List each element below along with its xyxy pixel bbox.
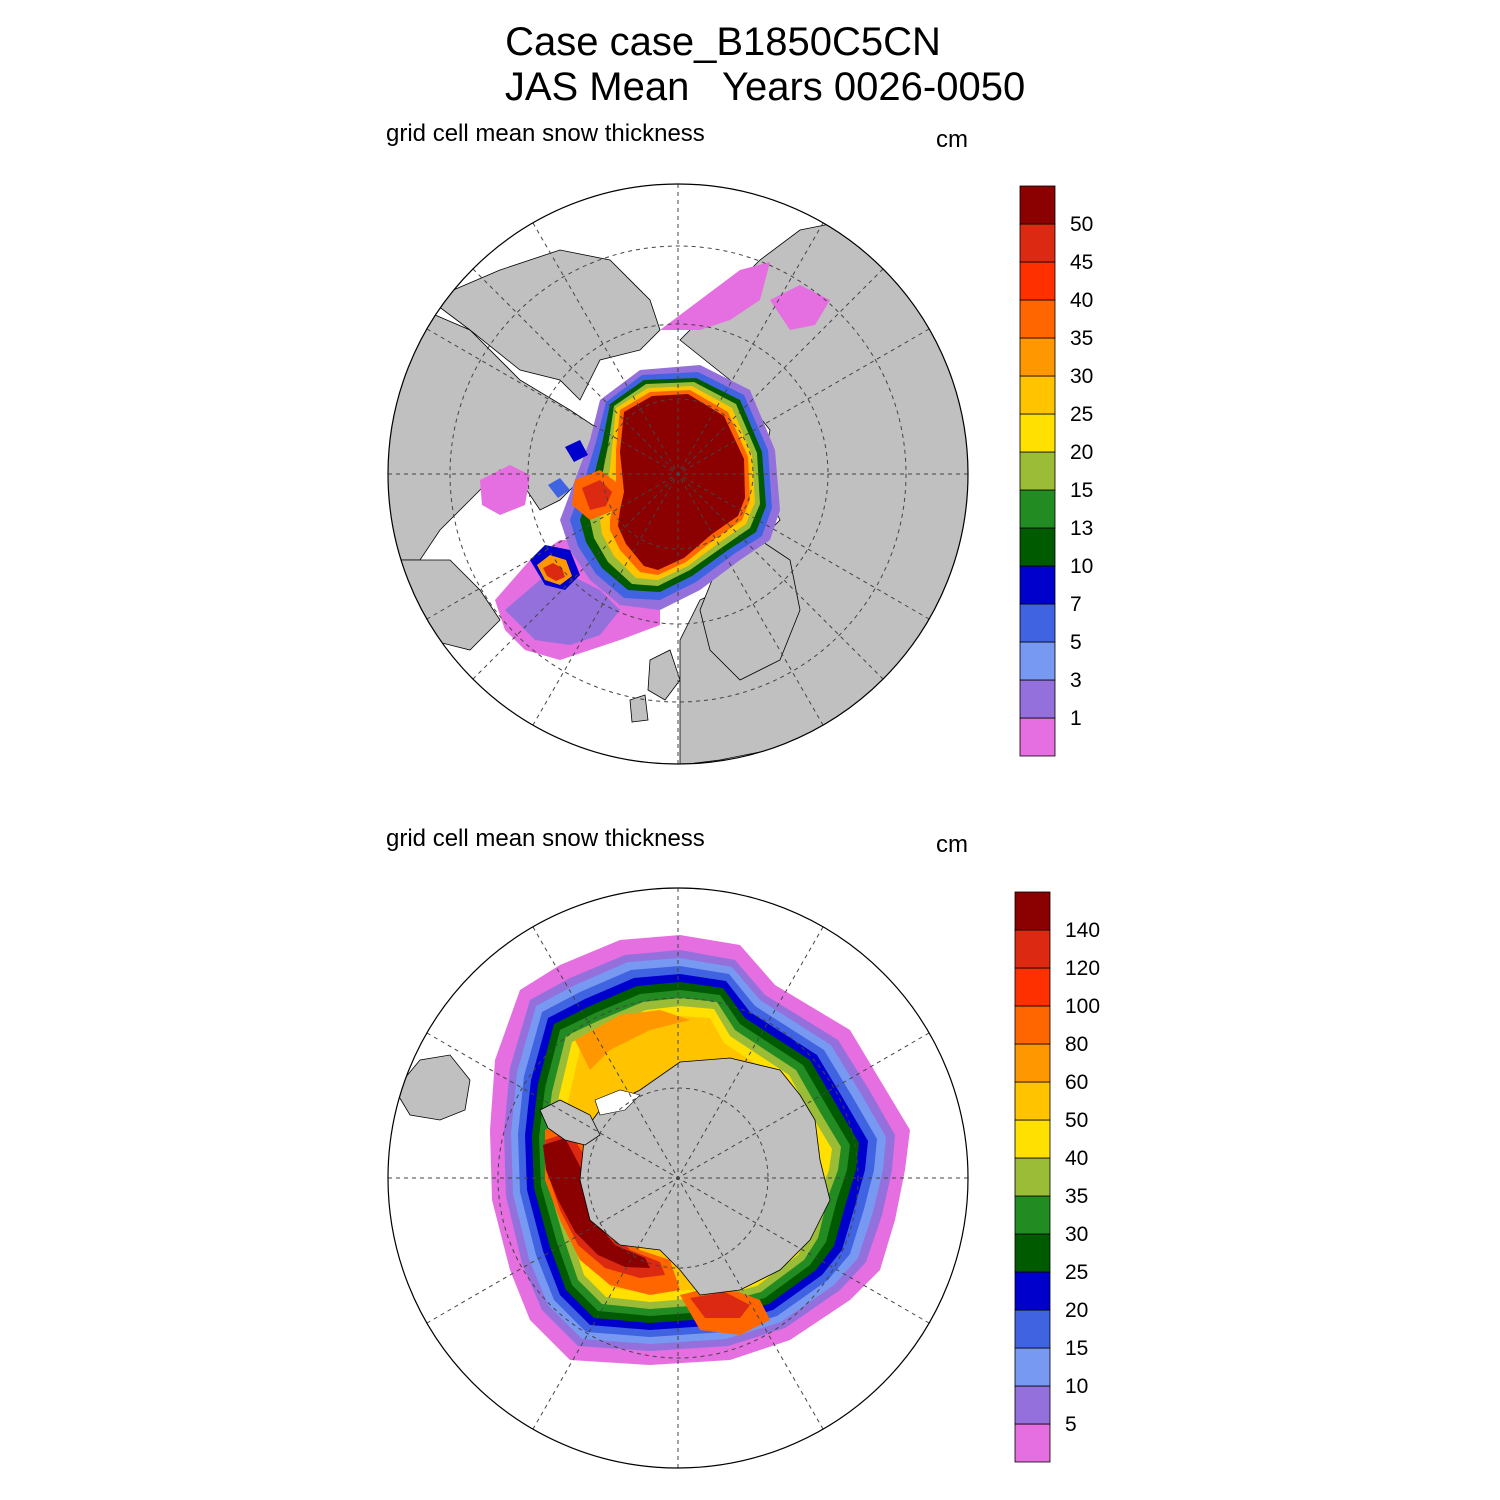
south-polar-map: [387, 887, 969, 1469]
south-colorbar-box-2: [1014, 1347, 1051, 1387]
north-land: [388, 219, 968, 764]
north-colorbar-box-9: [1019, 375, 1056, 415]
north-colorbar-box-10: [1019, 337, 1056, 377]
north-colorbar-box-2: [1019, 641, 1056, 681]
south-colorbar-box-14: [1014, 891, 1051, 931]
north-panel-label: grid cell mean snow thickness: [386, 120, 705, 147]
south-colorbar-box-10: [1014, 1043, 1051, 1083]
north-colorbar-label: 45: [1070, 251, 1093, 274]
north-colorbar-label: 30: [1070, 365, 1093, 388]
north-colorbar-label: 1: [1070, 707, 1082, 730]
south-colorbar-label: 5: [1065, 1413, 1077, 1436]
south-colorbar-box-3: [1014, 1309, 1051, 1349]
south-colorbar-label: 80: [1065, 1033, 1088, 1056]
south-panel-units: cm: [936, 831, 968, 858]
south-colorbar-box-12: [1014, 967, 1051, 1007]
figure-title-line-2: JAS Mean Years 0026-0050: [504, 65, 1026, 109]
north-colorbar-label: 40: [1070, 289, 1093, 312]
south-colorbar-label: 30: [1065, 1223, 1088, 1246]
north-colorbar-label: 13: [1070, 517, 1093, 540]
south-colorbar-label: 60: [1065, 1071, 1088, 1094]
south-colorbar-label: 20: [1065, 1299, 1088, 1322]
north-colorbar-box-13: [1019, 223, 1056, 263]
south-colorbar-label: 40: [1065, 1147, 1088, 1170]
north-colorbar-box-12: [1019, 261, 1056, 301]
south-colorbar-box-0: [1014, 1423, 1051, 1463]
north-graticule: [388, 184, 968, 764]
north-colorbar-box-7: [1019, 451, 1056, 491]
south-colorbar-label: 15: [1065, 1337, 1088, 1360]
south-colorbar: 5 10 15 20 25 30 35 40 50 60 80 100 120 140: [1014, 891, 1100, 1463]
south-colorbar-label: 140: [1065, 919, 1100, 942]
south-colorbar-label: 35: [1065, 1185, 1088, 1208]
south-colorbar-label: 100: [1065, 995, 1100, 1018]
north-colorbar-label: 10: [1070, 555, 1093, 578]
south-colorbar-box-11: [1014, 1005, 1051, 1045]
north-panel-units: cm: [936, 126, 968, 153]
south-colorbar-label: 10: [1065, 1375, 1088, 1398]
south-colorbar-box-9: [1014, 1081, 1051, 1121]
north-map-border: [387, 183, 969, 765]
antarctic-peninsula: [539, 1099, 601, 1146]
north-colorbar-label: 5: [1070, 631, 1082, 654]
south-colorbar-label: 25: [1065, 1261, 1088, 1284]
south-colorbar-box-6: [1014, 1195, 1051, 1235]
north-colorbar-box-5: [1019, 527, 1056, 567]
south-colorbar-box-7: [1014, 1157, 1051, 1197]
north-colorbar-label: 15: [1070, 479, 1093, 502]
south-colorbar-box-5: [1014, 1233, 1051, 1273]
north-polar-map: [387, 183, 969, 765]
south-colorbar-box-13: [1014, 929, 1051, 969]
north-colorbar-label: 7: [1070, 593, 1082, 616]
north-colorbar-box-14: [1019, 185, 1056, 225]
figure-title-line-1: Case case_B1850C5CN: [505, 20, 941, 64]
north-colorbar-box-6: [1019, 489, 1056, 529]
north-colorbar-box-0: [1019, 717, 1056, 757]
south-panel-label: grid cell mean snow thickness: [386, 825, 705, 852]
north-colorbar-box-4: [1019, 565, 1056, 605]
north-colorbar-label: 35: [1070, 327, 1093, 350]
north-colorbar-box-1: [1019, 679, 1056, 719]
north-colorbar-label: 50: [1070, 213, 1093, 236]
south-map-border: [387, 887, 969, 1469]
north-colorbar-label: 25: [1070, 403, 1093, 426]
north-colorbar-box-11: [1019, 299, 1056, 339]
north-colorbar-label: 20: [1070, 441, 1093, 464]
north-colorbar-label: 3: [1070, 669, 1082, 692]
south-colorbar-label: 120: [1065, 957, 1100, 980]
south-colorbar-label: 50: [1065, 1109, 1088, 1132]
south-colorbar-box-4: [1014, 1271, 1051, 1311]
ice-shelf: [594, 1089, 641, 1116]
south-graticule: [388, 888, 968, 1468]
north-colorbar-box-8: [1019, 413, 1056, 453]
north-colorbar-box-3: [1019, 603, 1056, 643]
south-colorbar-box-8: [1014, 1119, 1051, 1159]
south-colorbar-box-1: [1014, 1385, 1051, 1425]
south-america-land: [394, 1054, 471, 1121]
